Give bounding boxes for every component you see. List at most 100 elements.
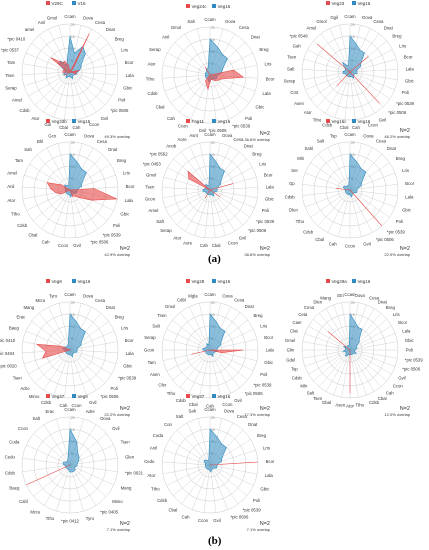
grid-spoke — [209, 189, 216, 238]
category-label: Lala — [406, 67, 415, 72]
category-label: Gmol — [316, 19, 326, 24]
tick-label: 15 — [71, 428, 75, 432]
legend: Veg37 Veg16 — [186, 394, 231, 399]
category-label: Lala — [266, 348, 275, 353]
category-label: Ttho — [313, 117, 322, 122]
category-label: Bcor — [405, 181, 414, 186]
grid-spoke — [166, 328, 211, 351]
category-label: Gcon — [145, 197, 156, 202]
grid-spoke — [162, 189, 211, 198]
category-label: *pic 0410 — [0, 338, 16, 343]
grid-spoke — [303, 58, 351, 73]
category-label: *pic 0537 — [1, 48, 20, 53]
grid-spoke — [162, 464, 211, 475]
category-label: Cdsb — [41, 400, 52, 405]
category-label: Anil — [38, 20, 45, 25]
category-label: Dlen — [313, 299, 322, 304]
section-label-a: (a) — [208, 253, 221, 265]
overlap-label: 7.1% overlap — [107, 527, 131, 532]
grid-spoke — [349, 349, 359, 398]
category-label: Ccon — [368, 122, 379, 127]
series-area-Veg16c — [335, 188, 383, 227]
legend-label: Veg16 — [358, 279, 371, 284]
sample-count: N=2 — [400, 406, 410, 412]
grid-spoke — [69, 189, 77, 238]
category-label: Ccon — [345, 243, 356, 248]
category-label: *pic 0506 — [231, 514, 250, 519]
grid-spoke — [307, 49, 351, 73]
radar-chart-3: 5101520CcamOovaCesaDnatBregLrisBcorLalaG… — [284, 1, 415, 139]
category-label: Cdsb — [176, 398, 187, 403]
grid-spoke — [162, 187, 211, 191]
category-label: Tsen — [5, 73, 15, 78]
category-label: Cesa — [239, 25, 250, 30]
category-label: Cesa — [97, 139, 108, 144]
category-label: *pic 0548 — [290, 34, 309, 39]
category-label: Con — [164, 422, 172, 427]
category-label: Saft — [156, 219, 164, 224]
grid-spoke — [162, 65, 211, 76]
category-label: Cbal — [59, 125, 68, 130]
category-label: Mcra — [30, 509, 40, 514]
grid-spoke — [170, 74, 211, 103]
category-label: Salt — [287, 67, 295, 72]
grid-spoke — [180, 151, 211, 191]
series-area-Veg16 — [62, 313, 86, 358]
category-label: Tsen — [145, 185, 155, 190]
grid-spoke — [341, 349, 351, 398]
grid-spoke — [69, 71, 118, 75]
grid-spoke — [69, 464, 118, 473]
category-label: *pic 0539 — [405, 357, 424, 362]
grid-spoke — [164, 449, 211, 466]
legend-label: Veg16 — [218, 279, 231, 284]
category-label: Adre — [86, 409, 96, 414]
category-label: *pic 0506 — [91, 239, 110, 244]
tick-label: 20 — [351, 141, 355, 145]
series-area-Veg16 — [342, 153, 367, 198]
category-label: Gbic — [264, 360, 274, 365]
category-label: Ccon — [71, 403, 82, 408]
grid-spoke — [179, 349, 211, 388]
sample-count: N=2 — [400, 246, 410, 252]
grid-spoke — [338, 143, 351, 191]
category-label: Ceta — [298, 312, 308, 317]
legend-label: Veg16 — [218, 394, 231, 399]
category-label: Ator — [7, 198, 15, 203]
grid-spoke — [32, 189, 71, 221]
category-label: Ccam — [204, 17, 216, 22]
category-label: Cah — [167, 116, 175, 121]
tick-label: 20 — [211, 26, 215, 30]
legend: Veg23 Veg16 — [326, 1, 371, 6]
grid-spoke — [69, 457, 118, 466]
category-label: Ttho — [355, 402, 364, 407]
category-label: Lala — [266, 185, 275, 190]
category-label: Tsen — [121, 440, 131, 445]
category-label: Dnat — [244, 143, 254, 148]
series-area-V29C — [50, 33, 90, 76]
grid-spoke — [166, 464, 211, 486]
category-label: Salt — [176, 414, 184, 419]
category-label: Oova — [355, 293, 366, 298]
category-label: Bcor — [264, 173, 273, 178]
grid-spoke — [327, 189, 351, 233]
legend: Veg33b Veg16 — [46, 119, 91, 124]
category-label: Bcor — [125, 338, 134, 343]
category-label: Ccon — [393, 383, 404, 388]
category-label: Lala — [265, 473, 274, 478]
category-label: Dnat — [106, 305, 116, 310]
category-label: Tam — [7, 60, 16, 65]
category-label: *pic 0453 — [143, 162, 162, 167]
radar-chart-1: 5101520CcamOovaCesaDnatBregLrisBcorLalaG… — [1, 1, 134, 139]
category-label: *pic 0506 — [245, 391, 264, 396]
category-label: Gmel — [285, 338, 295, 343]
category-label: Ccon — [228, 240, 239, 245]
category-label: Gah — [293, 44, 302, 49]
section-label-b: (b) — [208, 535, 222, 547]
grid-spoke — [172, 319, 211, 351]
grid-spoke — [209, 349, 254, 372]
grid-spoke — [349, 189, 362, 237]
category-label: Ttho — [11, 211, 20, 216]
category-label: Gbic — [405, 338, 415, 343]
grid-spoke — [209, 349, 221, 397]
category-label: Asen — [335, 402, 345, 407]
